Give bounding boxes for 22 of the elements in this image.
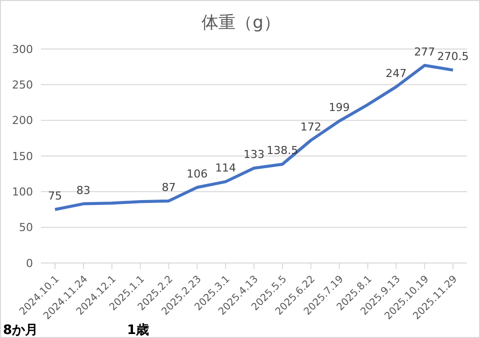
age-note: 1歳	[127, 322, 150, 338]
data-label: 106	[186, 167, 208, 180]
data-label: 87	[162, 180, 176, 194]
data-label: 277	[414, 45, 436, 58]
data-label: 138.5	[266, 144, 298, 158]
data-label: 199	[328, 101, 350, 114]
y-tick-label: 250	[12, 78, 33, 92]
y-tick-label: 200	[12, 114, 33, 128]
data-label: 270.5	[437, 50, 469, 64]
y-tick-label: 150	[12, 150, 33, 163]
data-label: 75	[48, 190, 62, 202]
age-note: 8か月	[3, 322, 38, 338]
y-tick-label: 300	[12, 42, 33, 56]
y-tick-label: 0	[26, 256, 33, 270]
data-label: 247	[386, 66, 407, 80]
data-label: 133	[244, 148, 264, 162]
chart-title: 体重（g）	[200, 12, 282, 34]
y-tick-label: 100	[12, 186, 33, 199]
data-label: 83	[76, 184, 90, 197]
data-label: 172	[300, 120, 322, 134]
y-tick-label: 50	[19, 221, 33, 234]
data-label: 114	[215, 162, 236, 175]
